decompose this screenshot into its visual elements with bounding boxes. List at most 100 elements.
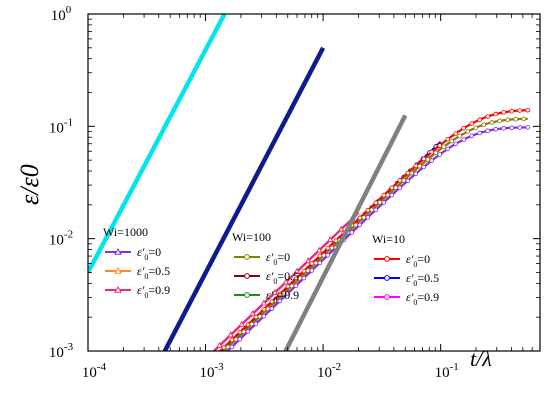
y-tick-label: 10-1 — [49, 116, 73, 136]
legend-value: =0 — [417, 252, 430, 266]
legend-entry-label: ε′0=0.9 — [266, 288, 299, 305]
legend-subscript: 0 — [144, 272, 148, 281]
data-point — [413, 171, 419, 177]
data-point — [249, 310, 256, 317]
data-point — [327, 236, 334, 243]
legend-subscript: 0 — [144, 253, 148, 262]
y-axis-label-text: ε/ε0 — [15, 164, 44, 205]
y-tick-label: 10-3 — [49, 341, 74, 361]
data-point — [429, 149, 435, 155]
data-point — [238, 320, 245, 327]
data-point — [453, 131, 459, 136]
x-tick-label: 10-4 — [82, 361, 107, 381]
data-point — [477, 117, 483, 123]
tick-mantissa: 10 — [199, 365, 214, 381]
data-point — [229, 344, 235, 350]
tick-exponent: -1 — [64, 116, 73, 128]
data-point — [317, 260, 323, 266]
reference-line — [88, 14, 227, 274]
data-point — [453, 141, 459, 147]
data-point — [253, 321, 259, 327]
legend-value: =0.5 — [148, 264, 170, 278]
legend-entry-label: ε′0=0 — [406, 252, 430, 269]
tick-mantissa: 10 — [49, 120, 64, 136]
data-point — [513, 116, 518, 122]
tick-exponent: -2 — [332, 361, 341, 373]
legend-subscript: 0 — [273, 296, 277, 305]
data-point — [425, 157, 431, 162]
data-point — [271, 289, 279, 295]
legend-entry-label: ε′0=0.9 — [137, 283, 170, 300]
legend-swatch-marker — [244, 254, 250, 260]
legend-swatch-marker — [244, 292, 250, 298]
data-point — [222, 353, 226, 357]
data-point — [293, 267, 301, 274]
legend-subscript: 0 — [413, 260, 417, 269]
data-point — [469, 121, 475, 126]
legend-entry-label: ε′0=0 — [266, 250, 290, 267]
y-tick-label: 10-2 — [49, 229, 73, 249]
data-point — [309, 268, 315, 273]
plot-frame — [87, 13, 541, 352]
data-point — [216, 353, 220, 357]
legend-symbol: ε′ — [406, 290, 414, 304]
legend-entry-label: ε′0=0.5 — [266, 269, 299, 286]
data-point — [477, 130, 483, 136]
data-point — [509, 125, 514, 131]
data-point — [261, 313, 267, 319]
data-point — [469, 133, 475, 139]
legend-symbol: ε′ — [266, 269, 274, 283]
legend-entry-label: ε′0=0.9 — [406, 290, 439, 307]
legend-subscript: 0 — [413, 279, 417, 288]
data-point — [365, 215, 371, 220]
legend-title: Wi=100 — [232, 230, 271, 244]
legend-subscript: 0 — [144, 291, 148, 300]
data-point — [357, 222, 363, 228]
tick-mantissa: 10 — [51, 8, 66, 24]
legend-symbol: ε′ — [137, 283, 145, 297]
data-point — [445, 146, 451, 152]
data-point — [437, 143, 443, 148]
legend-symbol: ε′ — [137, 245, 145, 259]
legend-symbol: ε′ — [137, 264, 145, 278]
data-point — [421, 164, 427, 170]
legend-entry-label: ε′0=0 — [137, 245, 161, 262]
data-point — [509, 108, 514, 114]
data-point — [437, 152, 443, 157]
legend-value: =0.9 — [277, 288, 299, 302]
data-point — [389, 192, 395, 198]
data-point — [269, 306, 275, 311]
data-point — [245, 329, 251, 334]
data-point — [218, 353, 222, 357]
data-point — [465, 129, 471, 134]
data-point — [461, 137, 467, 142]
legend-subscript: 0 — [273, 258, 277, 267]
data-point — [493, 126, 499, 132]
legend-swatch-marker — [244, 273, 250, 279]
data-point — [216, 342, 223, 348]
data-point — [237, 336, 243, 342]
legend-subscript: 0 — [273, 277, 277, 286]
data-point — [517, 125, 522, 130]
data-point — [277, 298, 283, 304]
data-point — [421, 156, 427, 162]
data-point — [315, 246, 323, 253]
legend: Wi=10ε′0=0ε′0=0.5ε′0=0.9 — [372, 232, 439, 307]
legend-title: Wi=10 — [372, 232, 405, 246]
data-point — [409, 170, 415, 176]
data-point — [517, 108, 522, 113]
data-point — [260, 299, 267, 306]
data-point — [301, 275, 307, 281]
legend-layer: Wi=1000ε′0=0ε′0=0.5ε′0=0.9Wi=100ε′0=0ε′0… — [103, 225, 439, 307]
plot-content — [212, 107, 530, 358]
y-tick-label: 100 — [51, 4, 72, 24]
data-point — [525, 125, 530, 130]
data-point — [501, 110, 507, 115]
data-point — [218, 354, 222, 358]
x-tick-label: 10-2 — [317, 361, 341, 381]
data-point — [381, 200, 387, 205]
data-point — [397, 185, 403, 191]
reference-lines — [88, 14, 408, 351]
